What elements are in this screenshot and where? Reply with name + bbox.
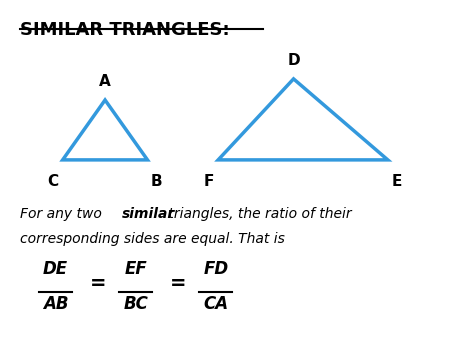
Text: SIMILAR TRIANGLES:: SIMILAR TRIANGLES:: [20, 21, 230, 39]
Text: =: =: [90, 274, 106, 293]
Text: FD: FD: [203, 260, 228, 278]
Text: similar: similar: [121, 207, 175, 222]
Text: EF: EF: [124, 260, 147, 278]
Text: triangles, the ratio of their: triangles, the ratio of their: [164, 207, 352, 222]
Text: AB: AB: [43, 295, 68, 313]
Text: B: B: [151, 174, 163, 189]
Text: D: D: [287, 53, 300, 68]
Text: A: A: [99, 75, 111, 89]
Text: BC: BC: [123, 295, 148, 313]
Text: For any two: For any two: [20, 207, 107, 222]
Text: corresponding sides are equal. That is: corresponding sides are equal. That is: [20, 232, 285, 246]
Text: E: E: [392, 174, 402, 189]
Text: C: C: [48, 174, 59, 189]
Text: CA: CA: [203, 295, 228, 313]
Text: =: =: [170, 274, 186, 293]
Text: DE: DE: [43, 260, 68, 278]
Text: F: F: [203, 174, 214, 189]
